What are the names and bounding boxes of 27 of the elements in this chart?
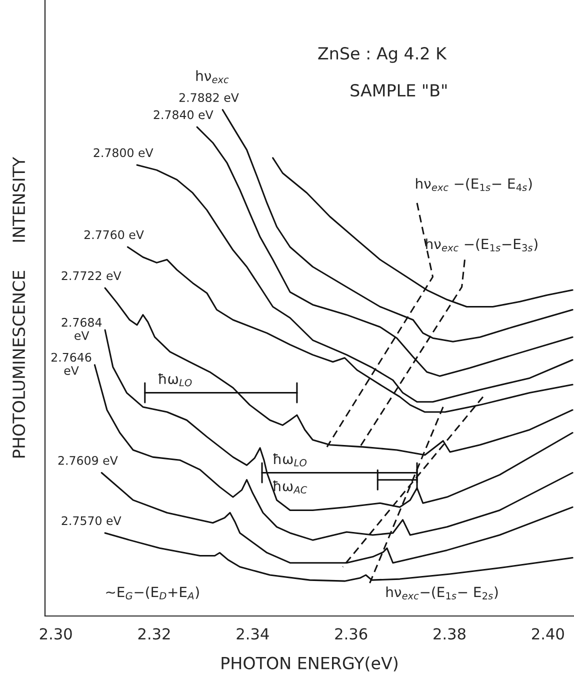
x-tick-label: 2.34 [236, 628, 269, 640]
x-tick-label: 2.32 [138, 628, 170, 640]
series-label: 2.7684 eV [62, 318, 102, 340]
series-label: 2.7609 eV [58, 456, 118, 465]
series-label: 2.7800 eV [94, 148, 154, 158]
x-tick-label: 2.40 [532, 628, 564, 640]
annotation: ħω$_{LO}$ [158, 373, 192, 386]
chart-subtitle: SAMPLE "B" [350, 84, 447, 97]
x-tick-label: 2.36 [335, 628, 368, 640]
x-tick-label: 2.30 [40, 628, 72, 640]
annotation: ħω$_{AC}$ [273, 480, 308, 494]
x-tick-label: 2.38 [434, 628, 466, 640]
annotation: ~E$_{G}$−(E$_{D}$+E$_{A}$) [106, 586, 199, 600]
series-label: 2.7882 eV [179, 93, 239, 102]
annotation: hν$_{exc}$ −(E$_{1s}$−E$_{3s}$) [426, 238, 538, 252]
text: hν$_{exc}$ [196, 70, 229, 84]
series-label: 2.7840 eV [154, 110, 214, 120]
annotation: hν$_{exc}$−(E$_{1s}$− E$_{2s}$) [386, 586, 498, 600]
series-label: 2.7722 eV [62, 271, 122, 280]
x-axis-title: PHOTON ENERGY(eV) [222, 656, 398, 672]
annotation: ħω$_{LO}$ [273, 453, 307, 466]
chart-title: ZnSe : Ag 4.2 K [318, 47, 447, 63]
series-label: 2.7646 eV [51, 352, 92, 375]
series-label: 2.7760 eV [84, 230, 144, 240]
y-axis-title: PHOTOLUMINESCENCE INTENSITY [12, 156, 26, 458]
annotation: hν$_{exc}$ −(E$_{1s}$− E$_{4s}$) [416, 178, 532, 192]
series-label: 2.7570 eV [62, 516, 122, 526]
